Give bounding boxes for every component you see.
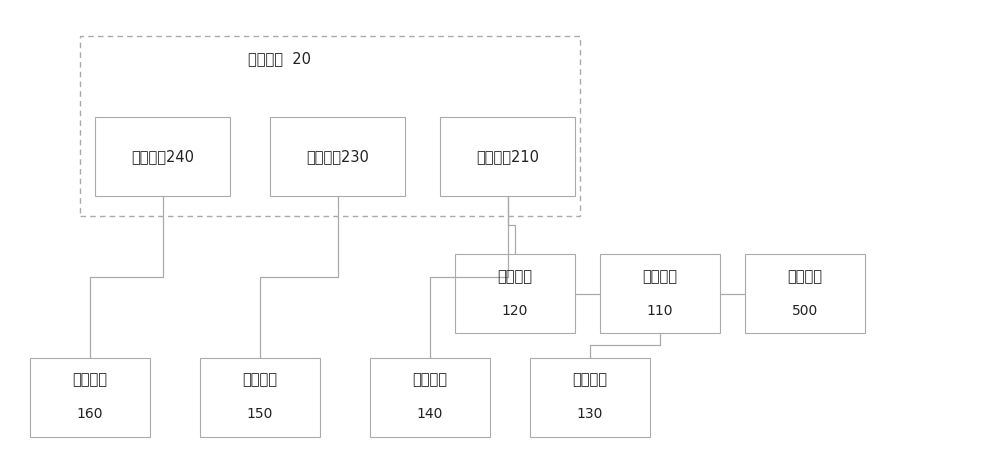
Bar [200,358,320,436]
Text: 第五元件: 第五元件 [413,373,448,387]
Text: 第六元件: 第六元件 [242,373,278,387]
Text: 第二元件: 第二元件 [642,269,677,284]
Text: 第七元件: 第七元件 [72,373,108,387]
Bar [745,254,865,333]
Text: 500: 500 [792,304,818,318]
Bar [530,358,650,436]
Bar [80,36,580,216]
Bar [30,358,150,436]
Text: 160: 160 [77,407,103,421]
Text: 110: 110 [647,304,673,318]
Bar [370,358,490,436]
Bar [600,254,720,333]
Text: 第四元件: 第四元件 [573,373,608,387]
Text: 第一接头210: 第一接头210 [476,149,539,164]
Text: 130: 130 [577,407,603,421]
Text: 天线接口  20: 天线接口 20 [248,51,312,66]
Text: 第三元件: 第三元件 [498,269,532,284]
Bar [270,117,405,196]
Text: 150: 150 [247,407,273,421]
Bar [440,117,575,196]
Text: 第四接头240: 第四接头240 [131,149,194,164]
Text: 第三接头230: 第三接头230 [306,149,369,164]
Bar [455,254,575,333]
Text: 140: 140 [417,407,443,421]
Text: 120: 120 [502,304,528,318]
Bar [95,117,230,196]
Text: 第一电容: 第一电容 [787,269,822,284]
